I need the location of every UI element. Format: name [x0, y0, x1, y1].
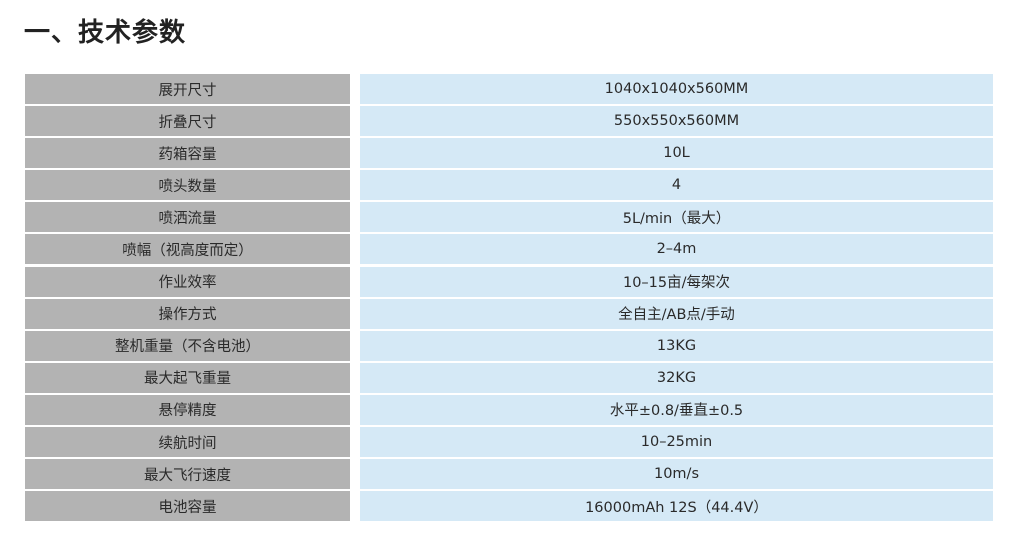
- spec-value: 13KG: [360, 330, 993, 361]
- spec-label: 折叠尺寸: [25, 106, 350, 137]
- table-row: 喷头数量 4: [25, 170, 993, 201]
- spec-value: 10m/s: [360, 459, 993, 490]
- table-row: 作业效率 10–15亩/每架次: [25, 266, 993, 297]
- spec-label: 续航时间: [25, 427, 350, 458]
- spec-value: 5L/min（最大）: [360, 202, 993, 233]
- spec-label: 最大飞行速度: [25, 459, 350, 490]
- spec-value: 16000mAh 12S（44.4V）: [360, 491, 993, 522]
- table-row: 电池容量 16000mAh 12S（44.4V）: [25, 491, 993, 522]
- table-row: 展开尺寸 1040x1040x560MM: [25, 74, 993, 104]
- spec-value: 4: [360, 170, 993, 201]
- table-row: 整机重量（不含电池） 13KG: [25, 330, 993, 361]
- spec-value: 10–15亩/每架次: [360, 266, 993, 297]
- table-row: 喷幅（视高度而定） 2–4m: [25, 234, 993, 265]
- spec-label: 喷幅（视高度而定）: [25, 234, 350, 265]
- spec-label: 展开尺寸: [25, 74, 350, 104]
- table-row: 喷洒流量 5L/min（最大）: [25, 202, 993, 233]
- spec-label: 电池容量: [25, 491, 350, 522]
- spec-value: 32KG: [360, 362, 993, 393]
- spec-label: 最大起飞重量: [25, 362, 350, 393]
- spec-label: 喷头数量: [25, 170, 350, 201]
- section-title: 一、技术参数: [24, 18, 187, 48]
- spec-value: 全自主/AB点/手动: [360, 298, 993, 329]
- spec-label: 悬停精度: [25, 394, 350, 425]
- spec-value: 550x550x560MM: [360, 106, 993, 137]
- table-row: 最大起飞重量 32KG: [25, 362, 993, 393]
- table-row: 折叠尺寸 550x550x560MM: [25, 106, 993, 137]
- table-row: 悬停精度 水平±0.8/垂直±0.5: [25, 394, 993, 425]
- spec-value: 1040x1040x560MM: [360, 74, 993, 104]
- table-row: 药箱容量 10L: [25, 138, 993, 169]
- spec-label: 整机重量（不含电池）: [25, 330, 350, 361]
- spec-label: 作业效率: [25, 266, 350, 297]
- table-row: 最大飞行速度 10m/s: [25, 459, 993, 490]
- spec-label: 药箱容量: [25, 138, 350, 169]
- table-row: 操作方式 全自主/AB点/手动: [25, 298, 993, 329]
- spec-value: 10L: [360, 138, 993, 169]
- spec-value: 2–4m: [360, 234, 993, 265]
- table-row: 续航时间 10–25min: [25, 427, 993, 458]
- spec-value: 水平±0.8/垂直±0.5: [360, 394, 993, 425]
- spec-value: 10–25min: [360, 427, 993, 458]
- spec-label: 操作方式: [25, 298, 350, 329]
- spec-table: 展开尺寸 1040x1040x560MM 折叠尺寸 550x550x560MM 药箱容量…: [25, 74, 993, 523]
- spec-label: 喷洒流量: [25, 202, 350, 233]
